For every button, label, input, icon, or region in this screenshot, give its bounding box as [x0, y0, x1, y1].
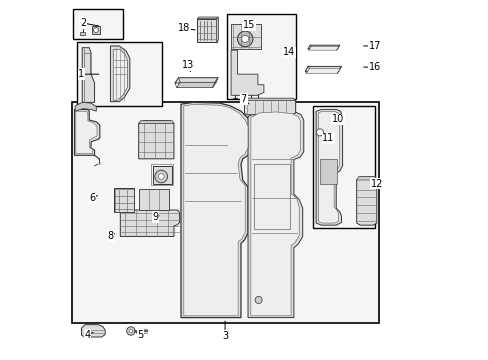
Polygon shape — [308, 47, 338, 50]
Polygon shape — [113, 49, 127, 100]
Bar — [139, 189, 168, 210]
Text: 8: 8 — [107, 231, 113, 242]
Text: 9: 9 — [152, 212, 158, 222]
Bar — [92, 26, 100, 34]
Bar — [254, 164, 289, 229]
Bar — [152, 166, 172, 184]
Polygon shape — [176, 82, 216, 87]
Bar — [71, 102, 378, 323]
Text: 16: 16 — [368, 62, 380, 72]
Circle shape — [93, 28, 98, 32]
Polygon shape — [305, 66, 341, 71]
Polygon shape — [306, 68, 340, 73]
Polygon shape — [197, 17, 218, 19]
Polygon shape — [175, 78, 218, 83]
Polygon shape — [315, 109, 342, 225]
Polygon shape — [250, 112, 300, 316]
Bar — [81, 32, 85, 35]
Polygon shape — [244, 98, 295, 100]
Polygon shape — [247, 109, 303, 318]
Polygon shape — [110, 46, 130, 102]
Bar — [73, 9, 122, 39]
Bar — [319, 159, 336, 184]
Polygon shape — [244, 99, 295, 115]
Polygon shape — [81, 325, 105, 337]
Polygon shape — [76, 111, 97, 154]
Text: 6: 6 — [89, 193, 95, 203]
Polygon shape — [216, 17, 218, 42]
Bar — [114, 188, 134, 212]
Text: 13: 13 — [182, 60, 194, 70]
Polygon shape — [356, 176, 376, 180]
Polygon shape — [139, 121, 174, 123]
Bar — [226, 14, 295, 99]
Polygon shape — [75, 102, 96, 111]
Polygon shape — [183, 104, 247, 316]
Polygon shape — [231, 50, 264, 95]
Circle shape — [316, 129, 323, 136]
Polygon shape — [82, 48, 94, 102]
Circle shape — [237, 31, 252, 47]
Text: 15: 15 — [242, 20, 254, 30]
Circle shape — [126, 327, 135, 335]
Text: 18: 18 — [178, 23, 190, 33]
Text: 7: 7 — [240, 94, 246, 104]
Bar — [151, 165, 173, 185]
Polygon shape — [120, 210, 179, 237]
Polygon shape — [74, 109, 100, 155]
Text: 5: 5 — [137, 330, 143, 340]
Text: 11: 11 — [322, 133, 334, 143]
Polygon shape — [181, 102, 251, 318]
Text: 3: 3 — [222, 331, 228, 341]
Text: 12: 12 — [370, 179, 382, 189]
Polygon shape — [356, 176, 376, 225]
Bar — [77, 42, 161, 106]
Polygon shape — [307, 45, 339, 49]
Text: 17: 17 — [368, 41, 381, 51]
Bar — [197, 19, 216, 42]
Text: 1: 1 — [78, 69, 84, 79]
Circle shape — [155, 170, 167, 183]
Circle shape — [129, 329, 132, 333]
Bar — [115, 189, 133, 212]
Polygon shape — [318, 112, 339, 223]
Circle shape — [255, 296, 262, 303]
Text: 4: 4 — [84, 330, 90, 340]
Circle shape — [241, 35, 248, 42]
Bar — [313, 106, 374, 228]
Text: 14: 14 — [282, 47, 294, 57]
Circle shape — [158, 174, 164, 179]
Bar — [231, 24, 261, 49]
Text: 10: 10 — [331, 114, 344, 124]
Polygon shape — [139, 121, 174, 159]
Text: 2: 2 — [80, 18, 86, 28]
